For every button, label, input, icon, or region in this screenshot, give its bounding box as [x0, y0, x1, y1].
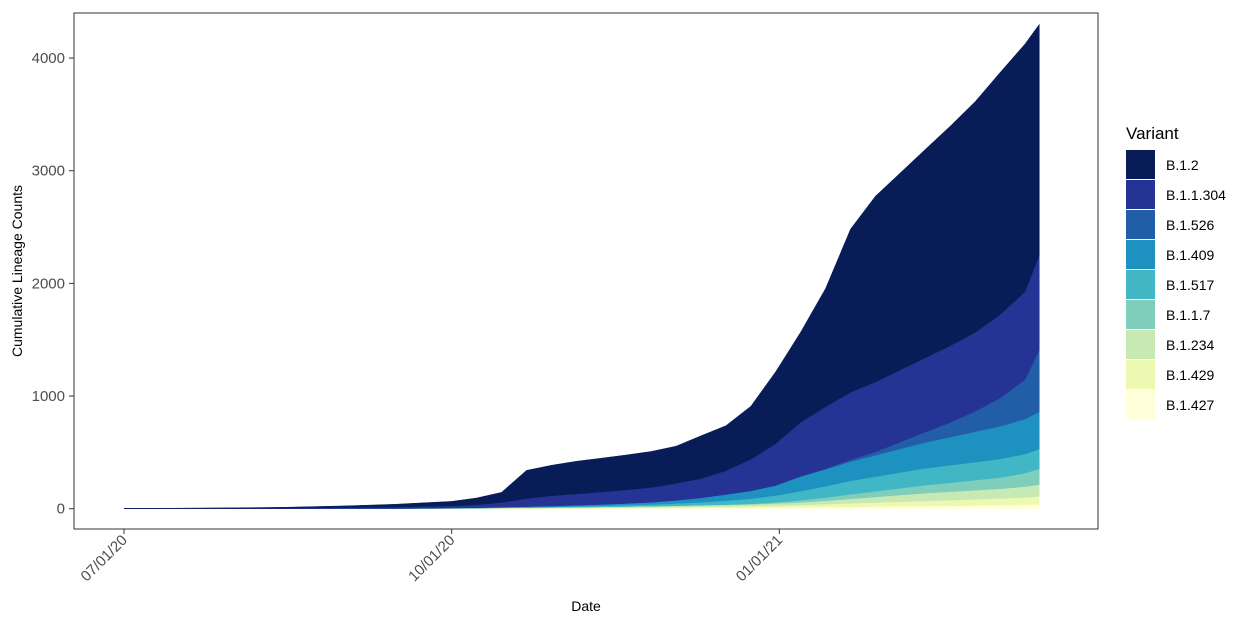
area-layers [123, 23, 1040, 509]
x-axis-title: Date [571, 598, 601, 614]
x-axis: 07/01/20 10/01/20 01/01/21 [78, 529, 786, 585]
legend-swatch [1126, 270, 1155, 299]
legend-swatch [1126, 180, 1155, 209]
plot-panel-border [73, 12, 1099, 530]
x-tick-label: 10/01/20 [405, 532, 458, 585]
legend-swatch [1126, 360, 1155, 389]
legend-title: Variant [1126, 124, 1179, 143]
y-tick-label: 2000 [32, 275, 65, 292]
y-axis: 0 1000 2000 3000 4000 [32, 50, 74, 518]
legend-label: B.1.526 [1166, 217, 1214, 233]
y-axis-title: Cumulative Lineage Counts [9, 185, 25, 357]
legend-swatch [1126, 330, 1155, 359]
y-tick-label: 4000 [32, 50, 65, 67]
legend-swatch [1126, 150, 1155, 179]
y-tick-label: 3000 [32, 163, 65, 180]
legend-swatch [1126, 240, 1155, 269]
legend-swatch [1126, 300, 1155, 329]
legend-label: B.1.429 [1166, 367, 1214, 383]
legend-label: B.1.517 [1166, 277, 1214, 293]
legend: Variant B.1.2 B.1.1.304 B.1.526 B.1.409 B.1.… [1126, 124, 1226, 419]
legend-label: B.1.409 [1166, 247, 1214, 263]
y-tick-label: 0 [57, 501, 65, 518]
x-tick-label: 01/01/21 [733, 532, 786, 585]
legend-swatch [1126, 390, 1155, 419]
legend-label: B.1.1.7 [1166, 307, 1211, 323]
y-tick-label: 1000 [32, 388, 65, 405]
legend-label: B.1.1.304 [1166, 187, 1226, 203]
legend-swatch [1126, 210, 1155, 239]
area-b-1-2 [123, 23, 1040, 509]
legend-label: B.1.2 [1166, 157, 1199, 173]
legend-label: B.1.427 [1166, 397, 1214, 413]
legend-label: B.1.234 [1166, 337, 1214, 353]
x-tick-label: 07/01/20 [78, 532, 131, 585]
